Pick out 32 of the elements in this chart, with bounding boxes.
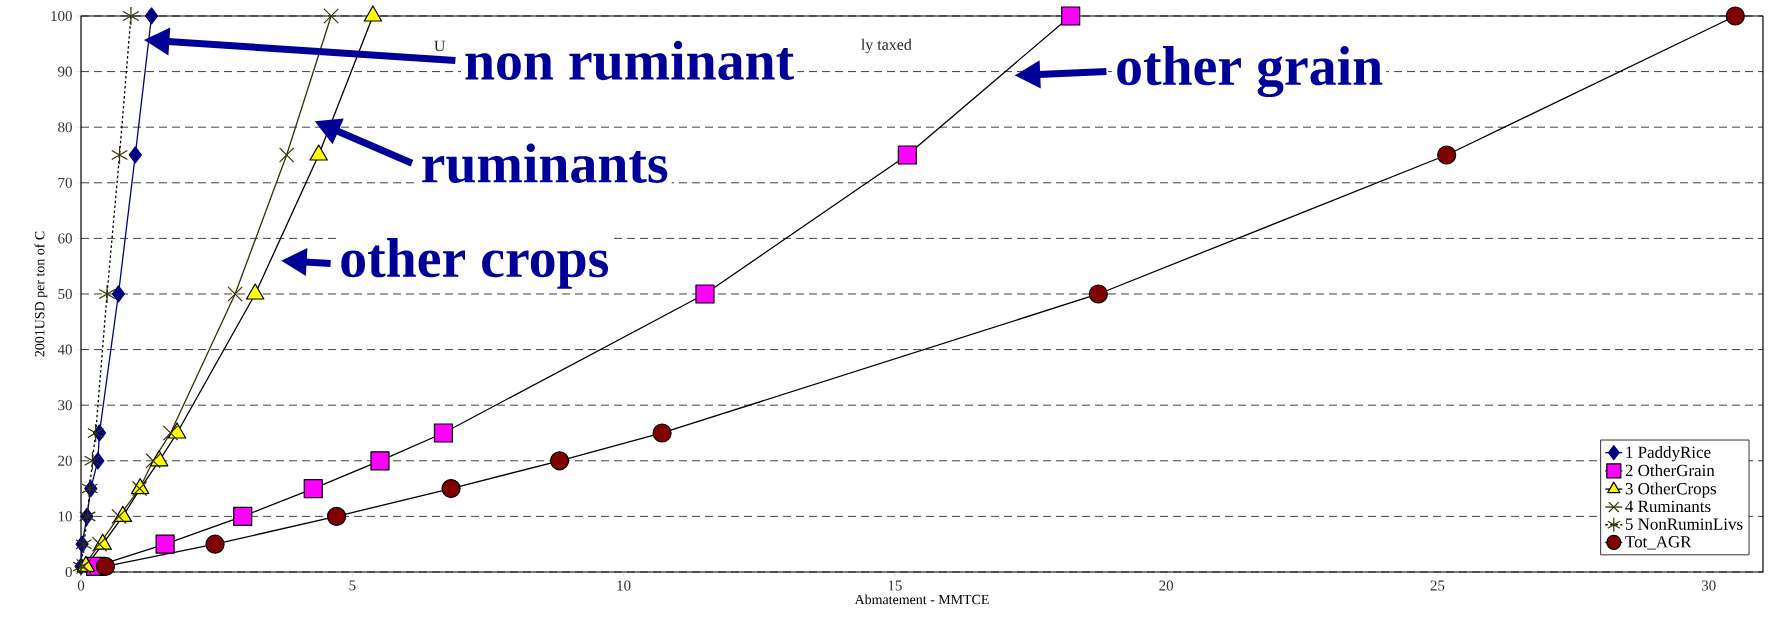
annotation: U: [434, 40, 446, 52]
y-tick-label: 50: [58, 288, 72, 300]
x-tick-label: 0: [77, 580, 85, 591]
x-tick-label: 5: [349, 580, 356, 591]
x-tick-label: 20: [1159, 580, 1174, 591]
y-tick-label: 70: [58, 177, 72, 188]
y-tick-label: 90: [58, 66, 72, 77]
legend-label: 4 Ruminants: [1625, 500, 1711, 513]
legend-label: 5 NonRuminLivs: [1625, 518, 1743, 530]
y-tick-label: 40: [57, 344, 72, 355]
legend-label: 3 OtherCrops: [1625, 482, 1717, 498]
x-tick-label: 15: [888, 580, 902, 591]
legend-label: Tot_AGR: [1625, 536, 1692, 550]
y-axis-title: 2001USD per ton of C: [34, 231, 48, 357]
y-tick-label: 80: [58, 122, 72, 133]
y-tick-label: 0: [65, 566, 72, 578]
annotation: ly taxed: [861, 38, 912, 54]
x-axis-title: Abmatement - MMTCE: [854, 594, 989, 605]
annotation: other grain: [1117, 46, 1383, 98]
x-tick-label: 10: [617, 580, 631, 591]
x-tick-label: 25: [1430, 580, 1445, 591]
annotation: other crops: [341, 238, 609, 289]
y-tick-label: 60: [58, 233, 72, 244]
annotation: ruminants: [422, 143, 668, 184]
y-tick-label: 30: [58, 400, 72, 411]
y-tick-label: 20: [58, 455, 72, 466]
y-tick-label: 100: [51, 10, 72, 22]
legend-label: 1 PaddyRice: [1626, 446, 1711, 462]
legend-label: 2 OtherGrain: [1625, 464, 1715, 477]
y-tick-label: 10: [58, 511, 72, 522]
x-tick-label: 30: [1701, 580, 1716, 591]
annotation: non ruminant: [465, 40, 794, 81]
